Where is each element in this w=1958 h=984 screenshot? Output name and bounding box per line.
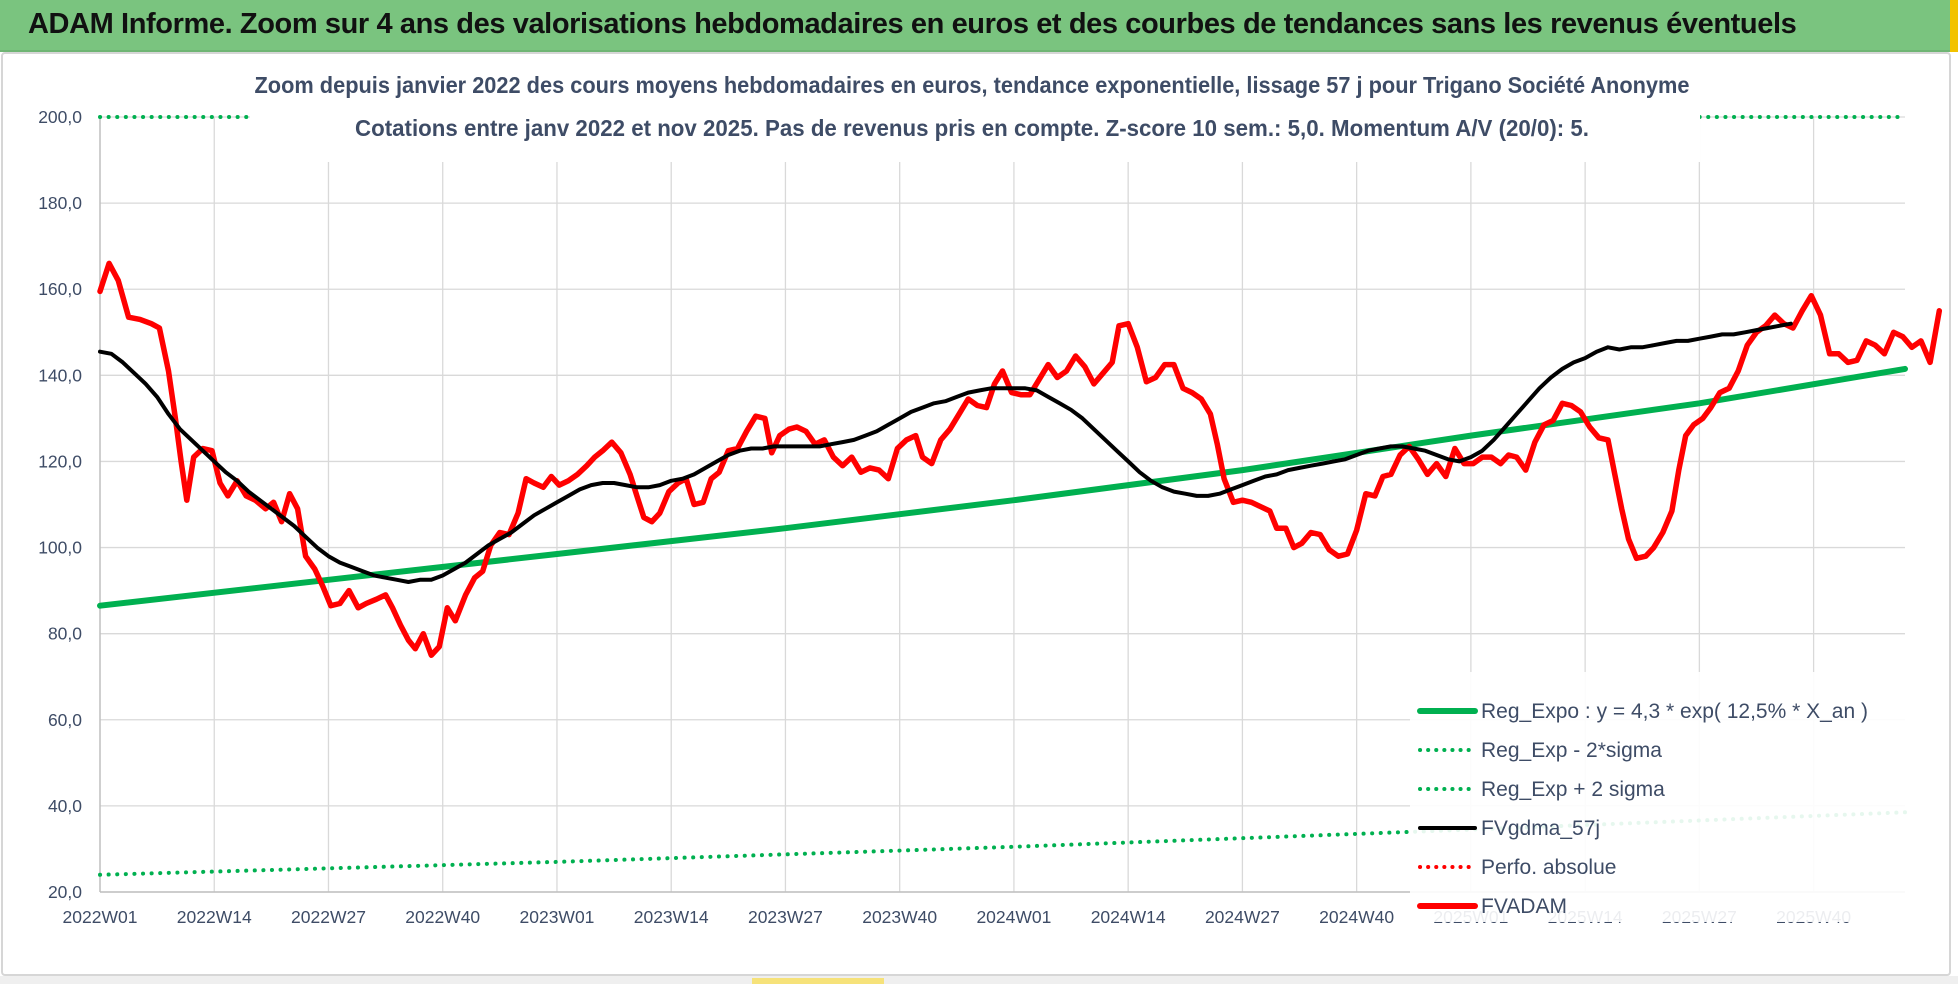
y-tick-label: 180,0 xyxy=(38,193,82,213)
y-tick-label: 100,0 xyxy=(38,538,82,558)
y-tick-label: 60,0 xyxy=(48,710,82,730)
legend-label-0: Reg_Expo : y = 4,3 * exp( 12,5% * X_an ) xyxy=(1481,700,1868,723)
y-axis: 20,0 40,0 60,0 80,0 100,0 120,0 140,0 160,0 180,… xyxy=(38,107,82,902)
y-tick-label: 20,0 xyxy=(48,882,82,902)
x-tick-label: 2022W27 xyxy=(291,907,366,927)
legend: Reg_Expo : y = 4,3 * exp( 12,5% * X_an )… xyxy=(1417,700,1868,918)
x-tick-label: 2022W14 xyxy=(177,907,252,927)
page-title: ADAM Informe. Zoom sur 4 ans des valoris… xyxy=(28,8,1797,40)
y-tick-label: 140,0 xyxy=(38,365,82,385)
x-tick-label: 2022W40 xyxy=(405,907,480,927)
x-tick-label: 2024W27 xyxy=(1205,907,1280,927)
legend-label-3: FVgdma_57j xyxy=(1481,817,1600,840)
x-tick-label: 2023W27 xyxy=(748,907,823,927)
legend-label-2: Reg_Exp + 2 sigma xyxy=(1481,778,1665,801)
legend-label-1: Reg_Exp - 2*sigma xyxy=(1481,739,1662,762)
x-tick-label: 2023W01 xyxy=(520,907,595,927)
banner-accent xyxy=(1950,0,1958,52)
series-line-5 xyxy=(97,260,1943,658)
x-tick-label: 2024W01 xyxy=(976,907,1051,927)
x-tick-label: 2024W40 xyxy=(1319,907,1394,927)
chart-subtitle: Cotations entre janv 2022 et nov 2025. P… xyxy=(355,115,1589,141)
title-backdrop xyxy=(250,66,1700,162)
y-tick-label: 200,0 xyxy=(38,107,82,127)
header-banner: ADAM Informe. Zoom sur 4 ans des valoris… xyxy=(0,0,1958,52)
y-tick-label: 160,0 xyxy=(38,279,82,299)
legend-box xyxy=(1410,672,1910,922)
x-tick-label: 2024W14 xyxy=(1091,907,1166,927)
y-tick-label: 40,0 xyxy=(48,796,82,816)
x-tick-label: 2023W14 xyxy=(634,907,709,927)
x-tick-label: 2023W40 xyxy=(862,907,937,927)
series xyxy=(97,260,1943,658)
x-tick-label: 2022W01 xyxy=(63,907,138,927)
bottom-strip xyxy=(0,976,1958,984)
chart-frame xyxy=(1,52,1951,976)
chart-area: Zoom depuis janvier 2022 des cours moyen… xyxy=(38,66,1943,927)
legend-label-5: FVADAM xyxy=(1481,895,1567,918)
chart-title: Zoom depuis janvier 2022 des cours moyen… xyxy=(255,72,1690,98)
y-tick-label: 80,0 xyxy=(48,624,82,644)
series-line-0 xyxy=(97,365,1908,609)
series-line-3 xyxy=(98,321,1793,584)
legend-label-4: Perfo. absolue xyxy=(1481,856,1616,879)
y-tick-label: 120,0 xyxy=(38,451,82,471)
bottom-accent xyxy=(752,978,884,984)
